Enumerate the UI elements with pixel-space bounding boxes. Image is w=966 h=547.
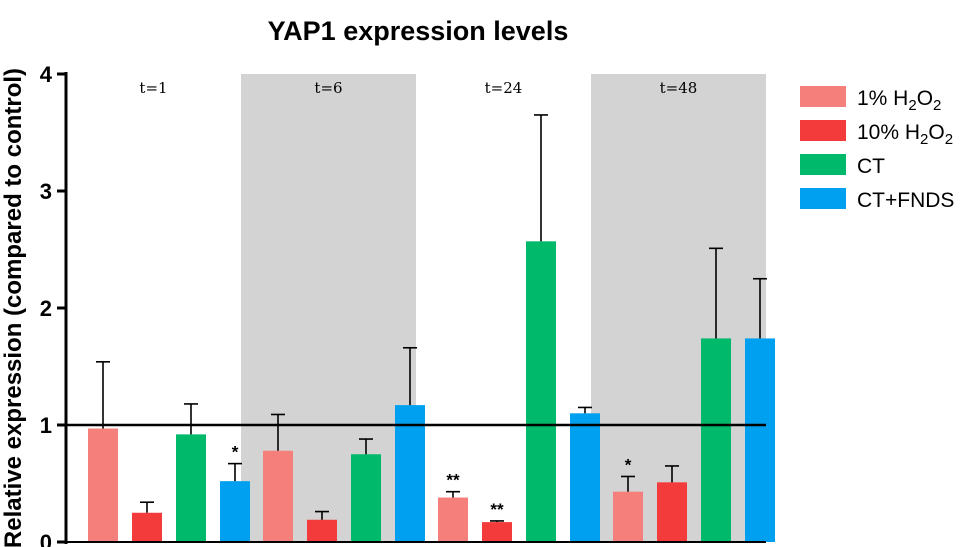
legend-text-part: O <box>917 87 933 110</box>
legend-label: CT+FNDS <box>857 189 954 212</box>
bar <box>482 522 512 542</box>
legend-swatch <box>800 86 846 107</box>
legend-subscript: 2 <box>920 131 928 148</box>
legend-swatch <box>800 120 846 141</box>
bar <box>220 481 250 542</box>
legend-swatch <box>800 188 846 209</box>
legend-swatch <box>800 154 846 175</box>
significance-marker: ** <box>446 471 460 490</box>
significance-marker: * <box>625 455 632 474</box>
legend-text-part: 1% H <box>857 87 908 110</box>
bar <box>613 491 643 542</box>
bar <box>438 497 468 542</box>
legend-label: 10% H2O2 <box>857 121 953 148</box>
legend-subscript: 2 <box>908 97 916 114</box>
y-tick-label: 1 <box>40 413 52 438</box>
bar <box>657 482 687 542</box>
legend-subscript: 2 <box>945 131 953 148</box>
panel-label: t=1 <box>139 79 167 97</box>
bar <box>307 519 337 542</box>
bar <box>701 338 731 542</box>
significance-marker: ** <box>490 500 504 519</box>
legend-label: CT <box>857 155 885 178</box>
panel-shade <box>591 74 766 542</box>
bar <box>526 241 556 542</box>
y-tick-label: 4 <box>40 62 53 87</box>
axes: 0 1 2 3 4 <box>40 62 766 547</box>
bar <box>570 413 600 542</box>
y-axis-label: Relative expression (compared to control… <box>0 68 27 547</box>
y-tick-label: 0 <box>40 530 52 547</box>
bars <box>88 114 775 542</box>
labels: t=1 t=6 t=24 t=48****** <box>139 79 697 519</box>
bar <box>176 434 206 542</box>
legend-text-part: 10% H <box>857 121 920 144</box>
legend-text-part: CT <box>857 155 885 178</box>
bar <box>132 512 162 542</box>
y-tick-label: 3 <box>40 179 52 204</box>
legend-label: 1% H2O2 <box>857 87 941 114</box>
bar <box>745 338 775 542</box>
panel-label: t=48 <box>660 79 698 97</box>
significance-marker: * <box>232 443 239 462</box>
panel-label: t=6 <box>314 79 342 97</box>
panel-backgrounds <box>241 74 766 542</box>
chart-title: YAP1 expression levels <box>268 16 569 46</box>
y-tick-label: 2 <box>40 296 52 321</box>
legend-text-part: CT+FNDS <box>857 189 954 212</box>
bar <box>351 454 381 542</box>
legend-text-part: O <box>928 121 944 144</box>
bar <box>395 405 425 542</box>
legend-subscript: 2 <box>933 97 941 114</box>
bar <box>88 428 118 542</box>
panel-label: t=24 <box>485 79 523 97</box>
bar <box>263 450 293 542</box>
